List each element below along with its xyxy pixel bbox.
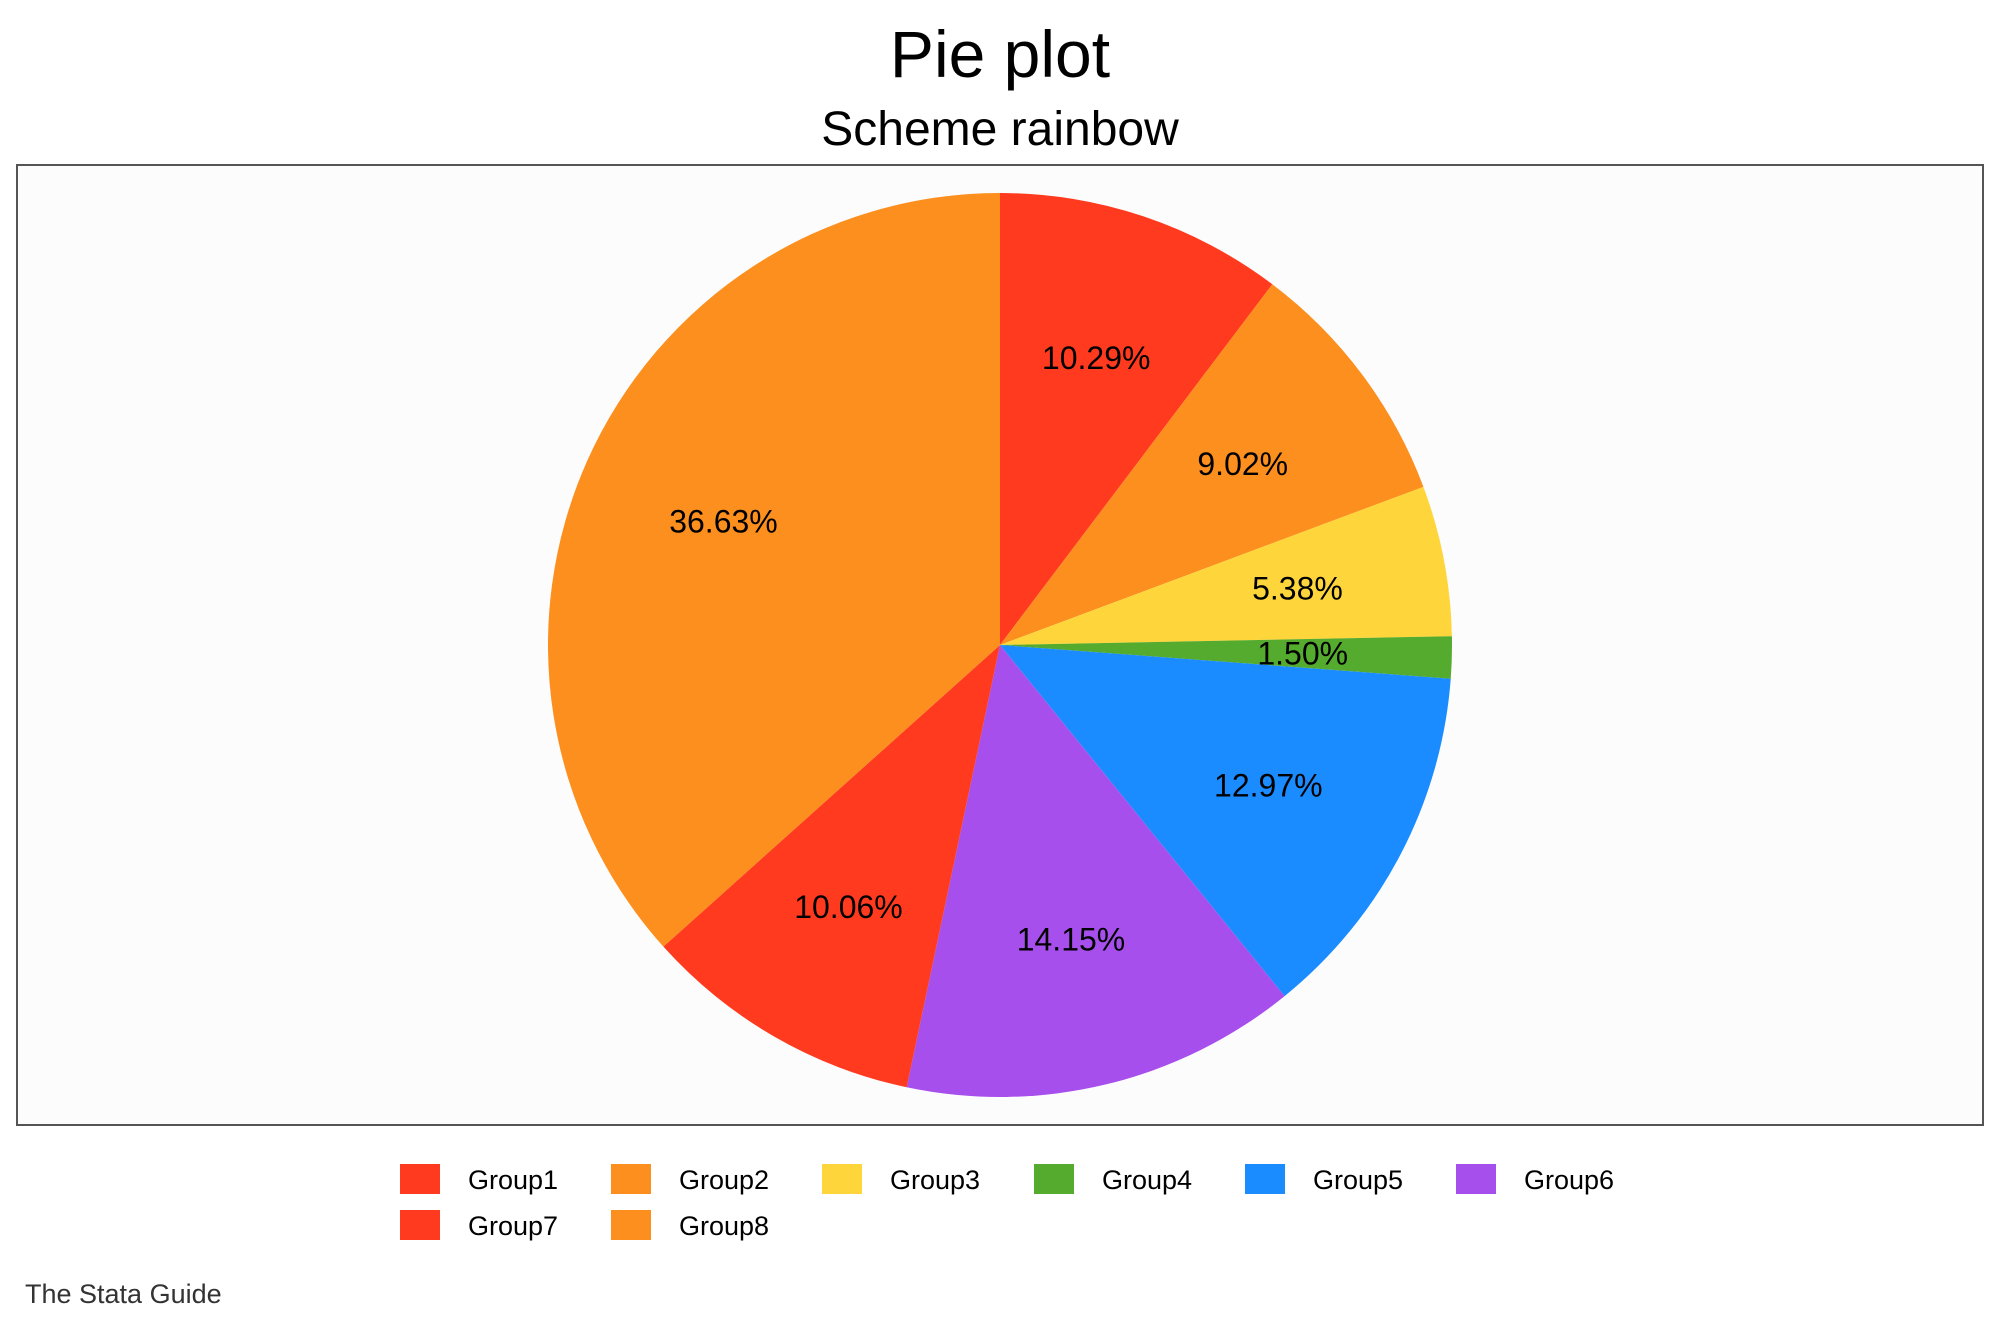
legend-item-group3: Group3 (822, 1164, 980, 1195)
legend-label: Group8 (679, 1211, 769, 1241)
pie-slice-group1 (1000, 193, 1273, 645)
chart-subtitle: Scheme rainbow (821, 103, 1179, 156)
legend-swatch (822, 1164, 862, 1194)
pie-slice-group3 (1000, 486, 1452, 645)
legend-item-group6: Group6 (1456, 1164, 1614, 1195)
legend-swatch (611, 1164, 651, 1194)
legend-label: Group7 (468, 1211, 558, 1241)
pie-slice-group6 (906, 645, 1285, 1098)
legend-item-group4: Group4 (1034, 1164, 1192, 1195)
legend-item-group7: Group7 (400, 1210, 558, 1241)
legend-swatch (1245, 1164, 1285, 1194)
legend-swatch (611, 1210, 651, 1240)
legend-swatch (400, 1164, 440, 1194)
pie-slices (547, 193, 1452, 1098)
legend-label: Group2 (679, 1165, 769, 1195)
pie-slice-group5 (1000, 645, 1451, 997)
legend-label: Group6 (1524, 1165, 1614, 1195)
pie-slice-group2 (1000, 284, 1424, 645)
legend-item-group1: Group1 (400, 1164, 558, 1195)
slice-label-group1: 10.29% (1042, 340, 1151, 376)
legend-label: Group5 (1313, 1165, 1403, 1195)
legend-item-group2: Group2 (611, 1164, 769, 1195)
slice-label-group7: 10.06% (794, 889, 903, 925)
legend-item-group5: Group5 (1245, 1164, 1403, 1195)
chart-note: The Stata Guide (25, 1279, 222, 1309)
legend: Group1 Group2 Group3 Group4 Group5 Group6 Grou… (400, 1164, 1614, 1241)
pie-slice-group7 (663, 645, 1000, 1088)
slice-labels: 10.29% 9.02% 5.38% 1.50% 12.97% 14.15% 10.06% 3… (669, 340, 1348, 958)
legend-swatch (1034, 1164, 1074, 1194)
slice-label-group4: 1.50% (1257, 635, 1348, 671)
legend-swatch (1456, 1164, 1496, 1194)
legend-label: Group3 (890, 1165, 980, 1195)
legend-item-group8: Group8 (611, 1210, 769, 1241)
pie-slice-group8 (547, 193, 1000, 947)
slice-label-group3: 5.38% (1252, 570, 1343, 606)
slice-label-group5: 12.97% (1214, 767, 1323, 803)
slice-label-group6: 14.15% (1017, 921, 1126, 957)
pie-slice-group4 (1000, 636, 1452, 679)
legend-label: Group1 (468, 1165, 558, 1195)
slice-label-group2: 9.02% (1197, 446, 1288, 482)
chart-title: Pie plot (890, 17, 1110, 91)
legend-label: Group4 (1102, 1165, 1192, 1195)
legend-swatch (400, 1210, 440, 1240)
slice-label-group8: 36.63% (669, 504, 778, 540)
